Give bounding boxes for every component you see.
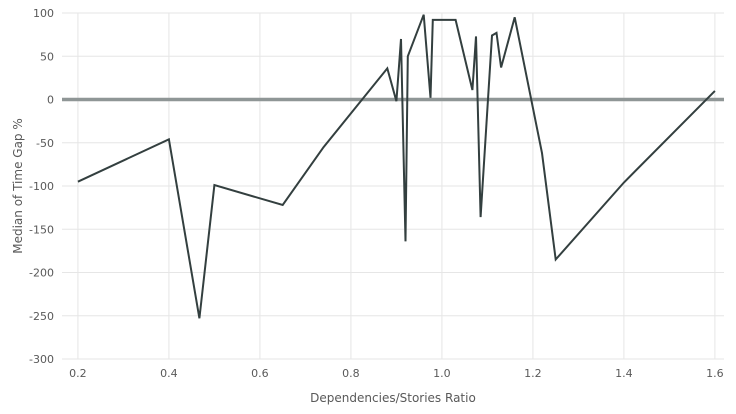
y-axis-title: Median of Time Gap % bbox=[11, 118, 25, 254]
y-tick-label: -300 bbox=[29, 353, 54, 366]
y-tick-label: -100 bbox=[29, 180, 54, 193]
y-axis-tick-labels: 100 50 0 -50 -100 -150 -200 -250 -300 bbox=[29, 7, 54, 366]
y-tick-label: -150 bbox=[29, 223, 54, 236]
y-tick-label: -50 bbox=[36, 137, 54, 150]
x-tick-label: 0.6 bbox=[251, 367, 269, 380]
x-tick-label: 1.2 bbox=[524, 367, 542, 380]
y-tick-label: 50 bbox=[40, 50, 54, 63]
x-tick-label: 0.4 bbox=[160, 367, 178, 380]
x-tick-label: 1.6 bbox=[706, 367, 724, 380]
y-tick-label: 0 bbox=[47, 94, 54, 107]
x-tick-label: 1.4 bbox=[615, 367, 633, 380]
y-tick-label: -250 bbox=[29, 310, 54, 323]
x-tick-label: 0.8 bbox=[342, 367, 360, 380]
x-axis-title: Dependencies/Stories Ratio bbox=[310, 391, 476, 405]
x-tick-label: 1.0 bbox=[433, 367, 451, 380]
y-tick-label: 100 bbox=[33, 7, 54, 20]
y-tick-label: -200 bbox=[29, 267, 54, 280]
series-layer bbox=[77, 14, 716, 319]
x-axis-tick-labels: 0.2 0.4 0.6 0.8 1.0 1.2 1.4 1.6 bbox=[69, 367, 723, 380]
gridlines bbox=[62, 12, 724, 360]
x-tick-label: 0.2 bbox=[69, 367, 87, 380]
series-line bbox=[77, 14, 716, 319]
